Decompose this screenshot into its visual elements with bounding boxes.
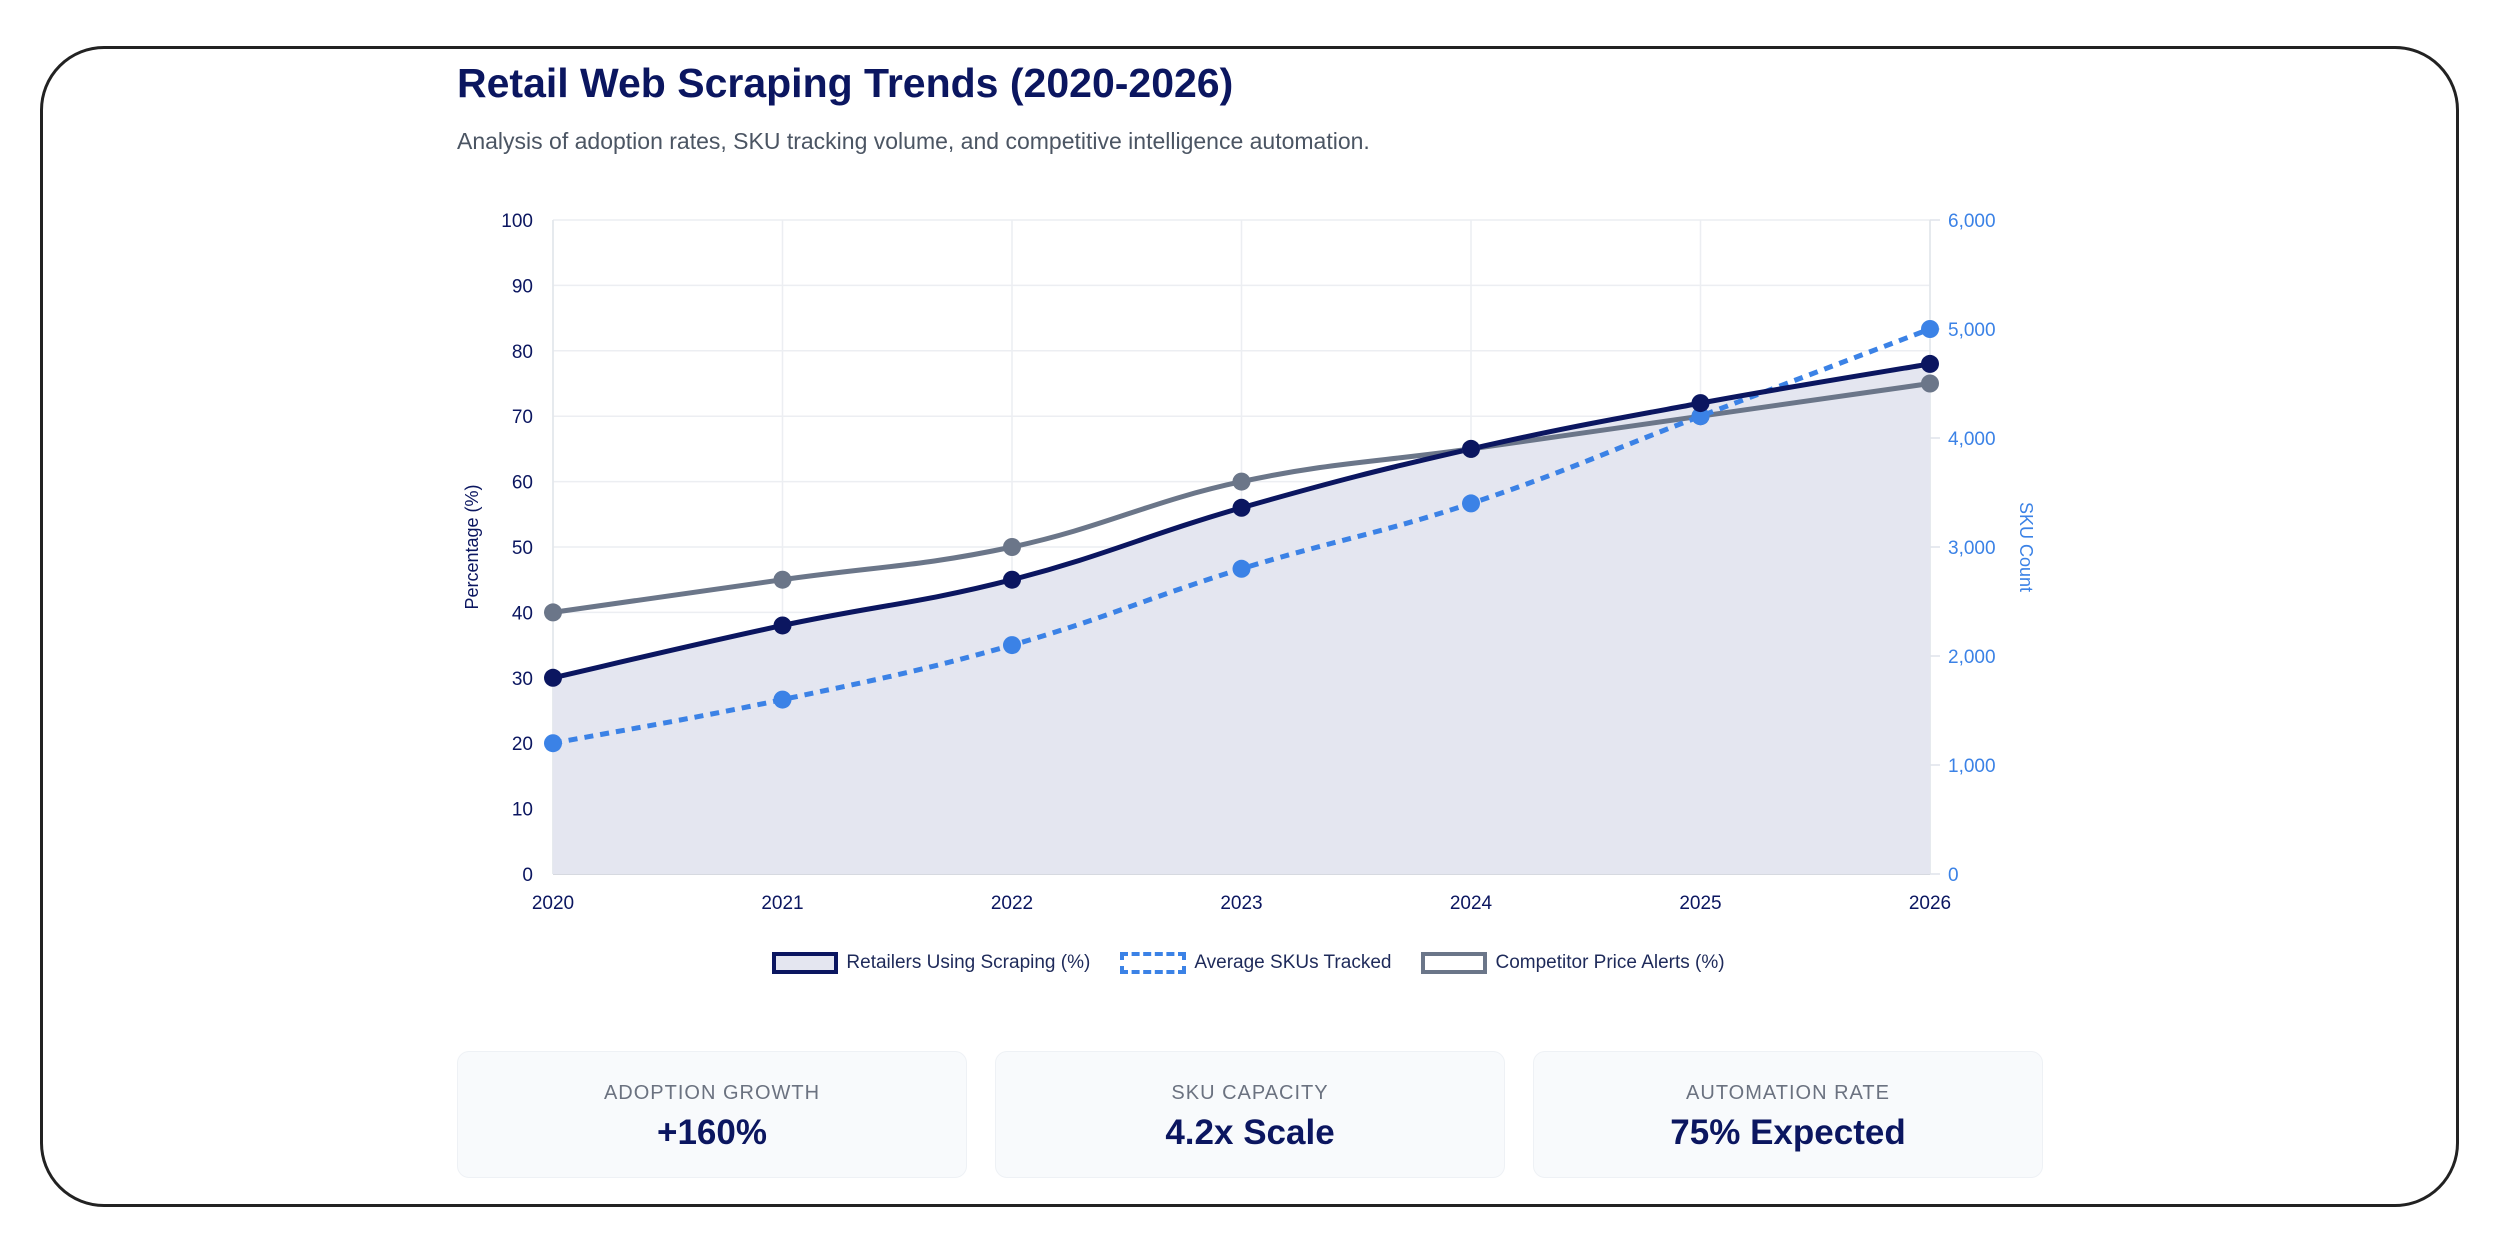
point-alerts <box>1232 472 1251 491</box>
point-alerts <box>544 603 562 622</box>
y-axis-title: Percentage (%) <box>462 484 482 609</box>
x-tick-label: 2020 <box>532 893 574 914</box>
x-tick-label: 2024 <box>1450 893 1493 914</box>
legend-swatch-retailers <box>772 952 839 974</box>
y-tick-label: 20 <box>512 734 533 755</box>
point-skus <box>1462 494 1480 513</box>
y2-tick-label: 0 <box>1948 865 1959 886</box>
point-skus <box>1921 320 1939 338</box>
stat-card-adoption: ADOPTION GROWTH +160% <box>457 1051 967 1178</box>
legend-swatch-skus <box>1120 952 1187 974</box>
stat-card-automation: AUTOMATION RATE 75% Expected <box>1533 1051 2043 1178</box>
point-alerts <box>773 570 792 589</box>
point-retailers <box>1003 570 1021 589</box>
point-retailers <box>1691 394 1710 413</box>
area-retailers <box>553 363 1930 874</box>
stat-label: SKU CAPACITY <box>1171 1082 1329 1104</box>
legend-label: Average SKUs Tracked <box>1194 952 1392 973</box>
point-retailers <box>544 668 562 687</box>
x-tick-label: 2025 <box>1679 893 1721 914</box>
stat-value: 75% Expected <box>1670 1113 1906 1152</box>
point-skus <box>1232 559 1251 578</box>
y-tick-label: 80 <box>512 342 533 363</box>
legend-item-skus[interactable]: Average SKUs Tracked <box>1120 952 1391 974</box>
y2-tick-label: 4,000 <box>1948 429 1996 450</box>
y-tick-label: 30 <box>512 669 533 690</box>
x-tick-label: 2021 <box>761 893 803 914</box>
y-tick-label: 60 <box>512 473 533 494</box>
y2-tick-label: 5,000 <box>1948 320 1996 341</box>
point-alerts <box>1921 374 1939 393</box>
stat-label: AUTOMATION RATE <box>1686 1082 1890 1104</box>
point-retailers <box>773 616 792 635</box>
point-retailers <box>1462 439 1480 458</box>
x-tick-label: 2022 <box>991 893 1033 914</box>
point-alerts <box>1003 538 1021 556</box>
y2-tick-label: 3,000 <box>1948 538 1996 559</box>
legend-swatch-alerts <box>1421 952 1488 974</box>
stat-cards: ADOPTION GROWTH +160% SKU CAPACITY 4.2x … <box>457 1051 2043 1178</box>
legend-item-retailers[interactable]: Retailers Using Scraping (%) <box>772 952 1090 974</box>
x-tick-label: 2026 <box>1909 893 1951 914</box>
page-title: Retail Web Scraping Trends (2020-2026) <box>457 60 1234 106</box>
trend-chart: 0 10 20 30 40 50 60 70 80 90 100 2020 2021 2022 2023 20… <box>462 211 2036 914</box>
card-frame <box>40 46 2459 1207</box>
point-skus <box>1691 407 1710 426</box>
y-tick-label: 70 <box>512 407 533 428</box>
legend-label: Retailers Using Scraping (%) <box>846 952 1091 973</box>
y-tick-label: 0 <box>522 865 533 886</box>
point-skus <box>1003 636 1021 655</box>
point-retailers <box>1921 354 1939 373</box>
stat-value: 4.2x Scale <box>1165 1113 1335 1152</box>
stat-value: +160% <box>657 1113 767 1152</box>
legend-item-alerts[interactable]: Competitor Price Alerts (%) <box>1421 952 1725 974</box>
y-tick-label: 50 <box>512 538 533 559</box>
y2-tick-label: 2,000 <box>1948 647 1996 668</box>
page-subtitle: Analysis of adoption rates, SKU tracking… <box>457 128 1370 154</box>
y-tick-label: 90 <box>512 276 533 297</box>
y2-tick-label: 6,000 <box>1948 211 1996 232</box>
x-tick-label: 2023 <box>1220 893 1262 914</box>
chart-legend: Retailers Using Scraping (%) Average SKU… <box>0 952 2497 974</box>
legend-label: Competitor Price Alerts (%) <box>1495 952 1725 973</box>
stat-card-sku: SKU CAPACITY 4.2x Scale <box>995 1051 1505 1178</box>
y-tick-label: 10 <box>512 800 533 821</box>
point-retailers <box>1232 498 1251 517</box>
y-tick-label: 40 <box>512 603 533 624</box>
point-skus <box>544 734 562 753</box>
stat-label: ADOPTION GROWTH <box>603 1082 821 1104</box>
point-skus <box>773 690 792 709</box>
y-tick-label: 100 <box>501 211 533 232</box>
y2-axis-title: SKU Count <box>2016 502 2036 592</box>
y2-tick-label: 1,000 <box>1948 756 1996 777</box>
